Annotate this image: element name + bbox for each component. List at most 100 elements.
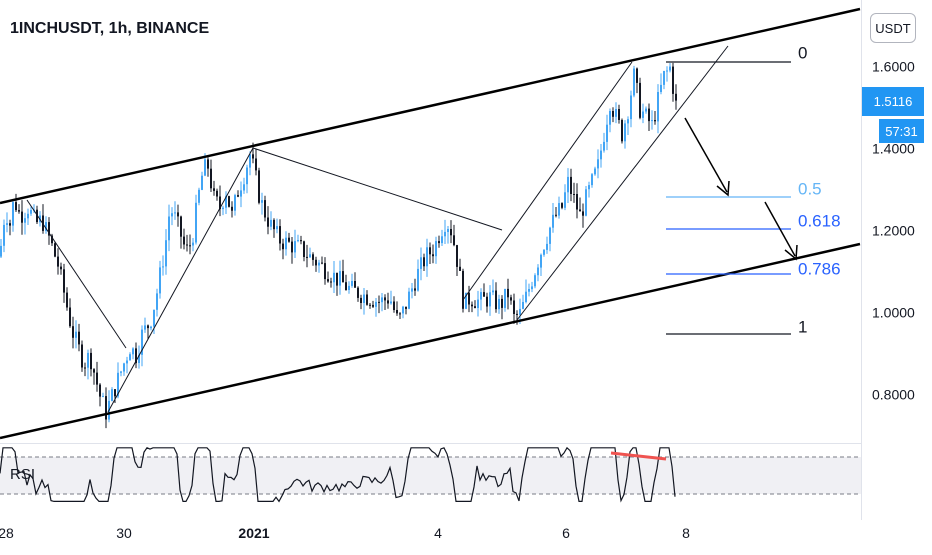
candle-body xyxy=(498,298,500,310)
candle-body xyxy=(624,123,626,142)
candle-body xyxy=(159,267,161,294)
candle-body xyxy=(24,218,26,223)
candle-body xyxy=(618,109,620,120)
candle-body xyxy=(435,241,437,257)
candle-body xyxy=(579,209,581,212)
candle-body xyxy=(672,66,674,94)
rsi-divergence-line xyxy=(610,451,667,461)
candle-body xyxy=(207,159,209,169)
candle-body xyxy=(126,360,128,364)
candle-body xyxy=(237,195,239,197)
currency-button[interactable]: USDT xyxy=(870,13,916,43)
candle-body xyxy=(225,196,227,208)
countdown-tag: 57:31 xyxy=(879,119,924,143)
candle-body xyxy=(465,292,467,309)
candle-body xyxy=(441,236,443,244)
candle-body xyxy=(102,396,104,398)
candle-body xyxy=(432,254,434,257)
candle-body xyxy=(585,189,587,216)
wave-line xyxy=(107,147,503,413)
candle-body xyxy=(384,297,386,301)
candle-body xyxy=(414,288,416,291)
candle-body xyxy=(144,325,146,330)
candle-body xyxy=(213,188,215,191)
candle-body xyxy=(516,313,518,315)
candle-body xyxy=(594,168,596,175)
candle-body xyxy=(636,68,638,83)
candle-body xyxy=(180,216,182,237)
candle-body xyxy=(120,371,122,373)
candle-body xyxy=(252,154,254,159)
candle-body xyxy=(9,223,11,226)
time-tick-label: 2021 xyxy=(238,525,269,541)
candle-body xyxy=(129,354,131,361)
candle-body xyxy=(669,66,671,71)
candle-body xyxy=(360,297,362,303)
candle-body xyxy=(279,226,281,244)
candle-body xyxy=(300,240,302,242)
candle-body xyxy=(132,348,134,355)
candle-body xyxy=(162,266,164,268)
candle-body xyxy=(147,325,149,329)
channel-upper-line xyxy=(0,7,861,205)
candle-body xyxy=(645,108,647,112)
rsi-band xyxy=(0,457,861,494)
candle-body xyxy=(606,124,608,142)
candle-body xyxy=(246,167,248,185)
candle-body xyxy=(537,267,539,276)
candle-body xyxy=(27,213,29,219)
price-tick-label: 1.2000 xyxy=(872,223,915,239)
candle-body xyxy=(111,389,113,401)
candle-body xyxy=(15,202,17,211)
plot-background xyxy=(0,0,862,520)
candle-body xyxy=(309,254,311,258)
candle-body xyxy=(228,196,230,207)
fib-labels: 0 0.5 0.618 0.786 1 xyxy=(798,43,841,336)
candle-body xyxy=(405,306,407,309)
candle-body xyxy=(555,214,557,216)
price-tick-label: 0.8000 xyxy=(872,387,915,403)
fib-label: 0 xyxy=(798,43,807,62)
price-axis[interactable]: 1.6000 1.4000 1.2000 1.0000 0.8000 xyxy=(872,59,915,403)
candle-body xyxy=(186,244,188,246)
candle-body xyxy=(495,290,497,310)
candle-body xyxy=(348,285,350,290)
candle-body xyxy=(87,352,89,368)
candle-body xyxy=(6,223,8,225)
price-tick-label: 1.6000 xyxy=(872,59,915,75)
candle-body xyxy=(297,240,299,242)
candle-body xyxy=(396,310,398,314)
candle-body xyxy=(336,272,338,286)
candle-body xyxy=(471,304,473,307)
candle-body xyxy=(84,367,86,369)
candle-body xyxy=(528,289,530,292)
candle-body xyxy=(255,158,257,171)
candle-body xyxy=(363,294,365,303)
candle-body xyxy=(81,344,83,368)
candle-body xyxy=(648,108,650,122)
candle-body xyxy=(57,256,59,267)
projection-arrow-2 xyxy=(764,201,796,257)
candle-body xyxy=(639,82,641,118)
candle-body xyxy=(123,363,125,372)
channel-lower-line xyxy=(0,242,861,440)
time-axis[interactable]: 28 30 2021 4 6 8 xyxy=(0,525,690,541)
candle-body xyxy=(78,331,80,345)
candle-body xyxy=(321,262,323,264)
candle-body xyxy=(249,154,251,168)
candle-body xyxy=(171,213,173,217)
wave-line xyxy=(26,199,127,349)
candle-body xyxy=(96,372,98,385)
candle-body xyxy=(117,372,119,397)
time-tick-label: 6 xyxy=(562,525,570,541)
candle-body xyxy=(306,256,308,258)
time-tick-label: 28 xyxy=(0,525,14,541)
candle-body xyxy=(45,222,47,231)
candle-body xyxy=(480,292,482,300)
candle-body xyxy=(381,297,383,303)
projection-arrowhead-1 xyxy=(716,180,730,197)
candle-body xyxy=(99,384,101,397)
candle-body xyxy=(399,313,401,315)
